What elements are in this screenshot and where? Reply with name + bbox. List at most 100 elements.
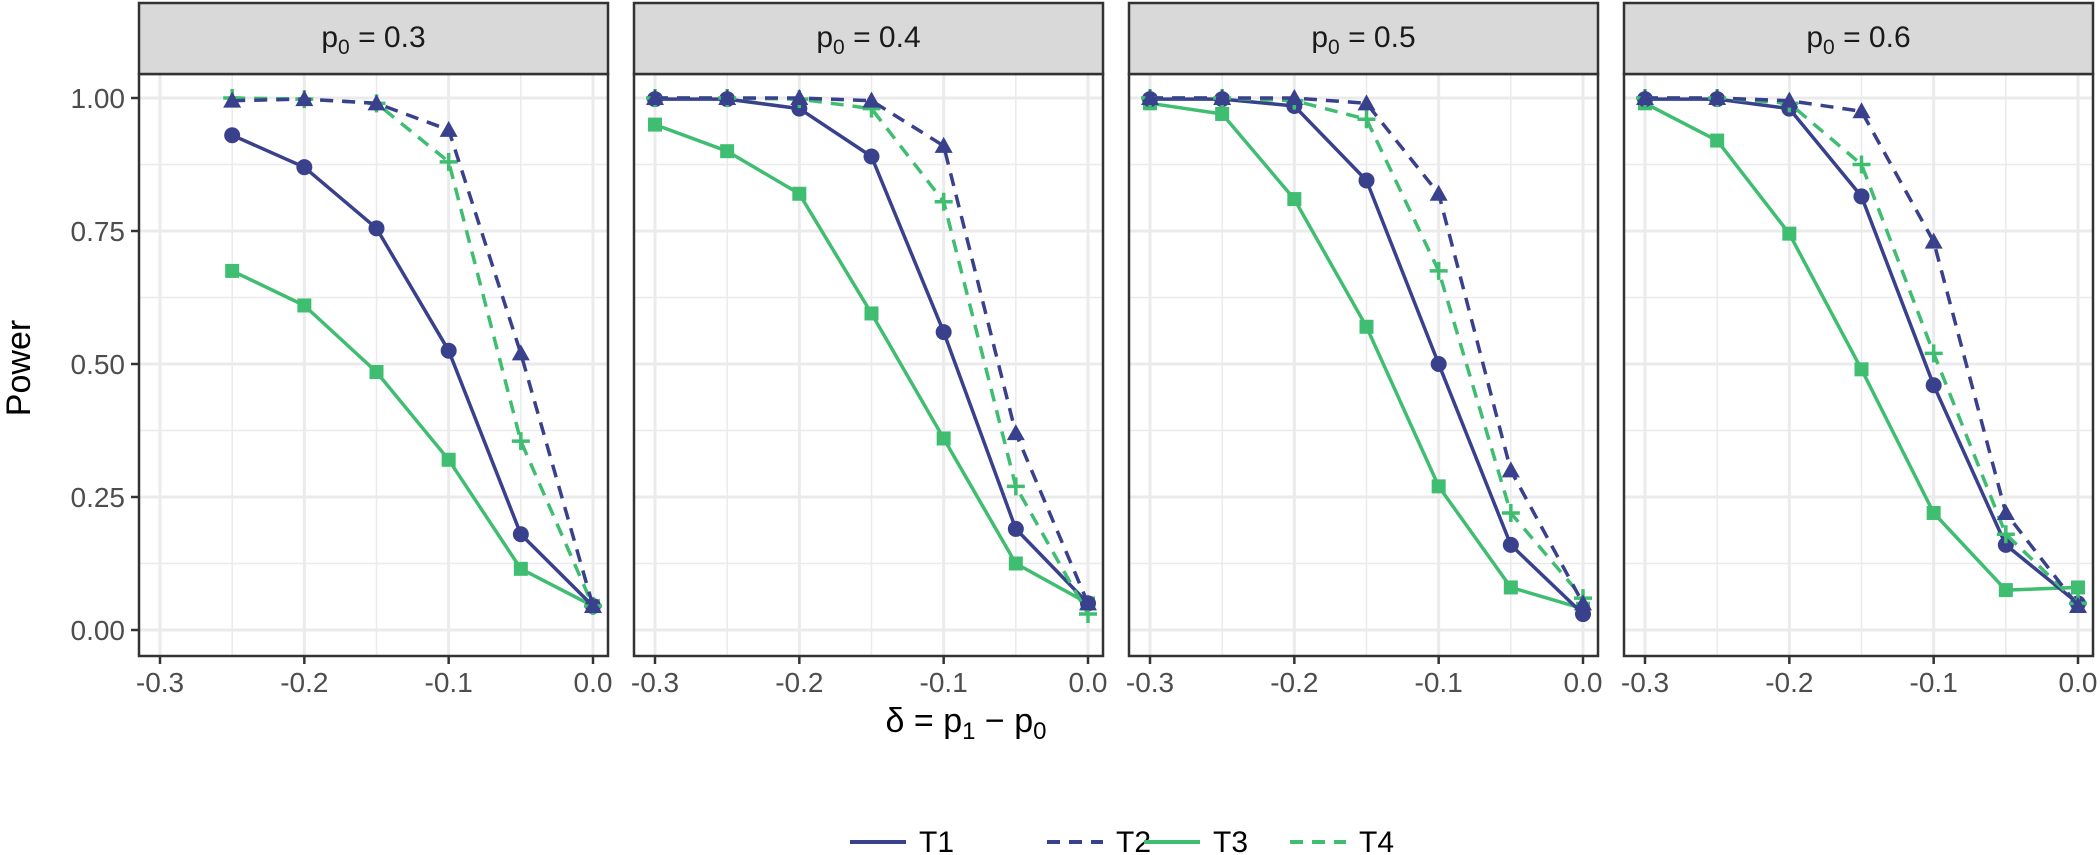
square-marker xyxy=(1503,580,1518,595)
square-marker xyxy=(1854,362,1869,377)
legend-label: T4 xyxy=(1359,826,1394,855)
triangle-marker xyxy=(718,89,737,105)
triangle-marker xyxy=(223,91,242,108)
series-line xyxy=(231,269,594,608)
plus-marker xyxy=(1357,110,1376,129)
circle-marker xyxy=(512,526,529,543)
x-tick-label: -0.3 xyxy=(136,667,184,698)
triangle-marker xyxy=(1079,594,1097,611)
triangle-marker xyxy=(2069,597,2087,614)
x-tick-label: -0.1 xyxy=(1415,667,1463,698)
triangle-marker xyxy=(1636,89,1654,105)
circle-marker xyxy=(1925,377,1942,394)
y-tick-label: 0.00 xyxy=(71,615,126,646)
triangle-marker xyxy=(1429,184,1448,201)
square-marker xyxy=(648,117,662,132)
circle-marker xyxy=(935,324,952,341)
y-axis-title: Power xyxy=(0,320,38,416)
x-tick-label: 0.0 xyxy=(1069,667,1108,698)
square-marker xyxy=(369,364,384,379)
square-marker xyxy=(1710,133,1725,148)
square-marker xyxy=(936,431,951,446)
series-T2 xyxy=(1636,89,2087,614)
series-line xyxy=(231,133,595,608)
y-tick-label: 0.50 xyxy=(71,349,126,380)
triangle-marker xyxy=(439,120,458,137)
circle-marker xyxy=(1007,520,1024,537)
triangle-marker xyxy=(934,136,953,153)
x-tick-label: -0.2 xyxy=(1270,667,1318,698)
x-tick-label: -0.1 xyxy=(920,667,968,698)
series-T2 xyxy=(646,89,1097,611)
triangle-marker xyxy=(1141,89,1159,105)
square-marker xyxy=(1359,319,1374,334)
square-marker xyxy=(864,306,879,321)
square-marker xyxy=(720,144,735,159)
series-line xyxy=(232,96,595,607)
facet-panel-3: p0 = 0.5 -0.3 -0.2 -0.1 0.0 xyxy=(1126,1,1602,698)
x-tick-label: -0.3 xyxy=(1126,667,1174,698)
y-tick-label: 0.25 xyxy=(71,482,126,513)
triangle-marker xyxy=(1852,102,1871,119)
square-marker xyxy=(441,452,456,467)
legend: T1 T2 T3 T4 xyxy=(850,826,1394,855)
legend-key-T3: T3 xyxy=(1144,826,1248,855)
triangle-marker xyxy=(646,89,664,105)
triangle-marker xyxy=(1006,424,1025,441)
x-tick-label: -0.3 xyxy=(631,667,679,698)
triangle-marker xyxy=(790,89,809,105)
circle-marker xyxy=(440,342,457,359)
facet-panel-2: p0 = 0.4 -0.3 -0.2 -0.1 0.0 xyxy=(631,1,1108,698)
facet-strip-label: p0 = 0.4 xyxy=(816,21,920,59)
triangle-marker xyxy=(1780,91,1799,108)
series-T2 xyxy=(1141,89,1592,611)
circle-marker xyxy=(368,220,385,237)
circle-marker xyxy=(863,148,880,165)
facet-panel-4: p0 = 0.6 -0.3 -0.2 -0.1 0.0 xyxy=(1621,1,2097,698)
triangle-marker xyxy=(584,597,602,614)
triangle-marker xyxy=(1574,594,1592,611)
x-tick-label: -0.2 xyxy=(775,667,823,698)
triangle-marker xyxy=(1357,94,1376,111)
x-axis-title: δ = p1 − p0 xyxy=(886,702,1047,745)
triangle-marker xyxy=(1501,461,1520,478)
square-marker xyxy=(2071,580,2085,595)
plus-marker xyxy=(511,432,530,451)
circle-marker xyxy=(1502,536,1519,553)
facet-strip xyxy=(632,1,1105,76)
square-marker xyxy=(1431,479,1446,494)
triangle-marker xyxy=(862,91,881,108)
x-tick-label: -0.2 xyxy=(280,667,328,698)
x-tick-label: -0.1 xyxy=(425,667,473,698)
circle-marker xyxy=(296,159,313,176)
y-tick-label: 0.75 xyxy=(71,216,126,247)
facet-strip xyxy=(1127,1,1600,76)
legend-key-T2: T2 xyxy=(1047,826,1151,855)
square-marker xyxy=(1782,226,1797,241)
plus-marker xyxy=(439,152,458,171)
square-marker xyxy=(1215,106,1230,121)
triangle-marker xyxy=(1924,232,1943,249)
circle-marker xyxy=(1853,188,1870,205)
facet-strip xyxy=(137,1,610,76)
legend-key-T4: T4 xyxy=(1290,826,1394,855)
triangle-marker xyxy=(1285,89,1304,105)
square-marker xyxy=(513,561,528,576)
gridlines xyxy=(1624,74,2093,656)
facet-panel-1: p0 = 0.3 -0.3 -0.2 -0.1 0.0 0.00 0.25 0.50 0.75 1… xyxy=(71,1,612,698)
series-T2 xyxy=(223,90,602,614)
plus-marker xyxy=(1429,261,1448,280)
facet-panels: p0 = 0.3 -0.3 -0.2 -0.1 0.0 0.00 0.25 0.50 0.75 1… xyxy=(71,1,2097,698)
legend-key-T1: T1 xyxy=(850,826,954,855)
plus-marker xyxy=(934,192,953,211)
y-tick-label: 1.00 xyxy=(71,83,126,114)
triangle-marker xyxy=(511,344,530,361)
square-marker xyxy=(225,263,240,278)
triangle-marker xyxy=(1996,503,2015,520)
plus-marker xyxy=(1852,155,1871,174)
triangle-marker xyxy=(1708,89,1727,105)
facet-strip-label: p0 = 0.5 xyxy=(1311,21,1415,59)
square-marker xyxy=(297,298,312,313)
legend-label: T1 xyxy=(919,826,954,855)
